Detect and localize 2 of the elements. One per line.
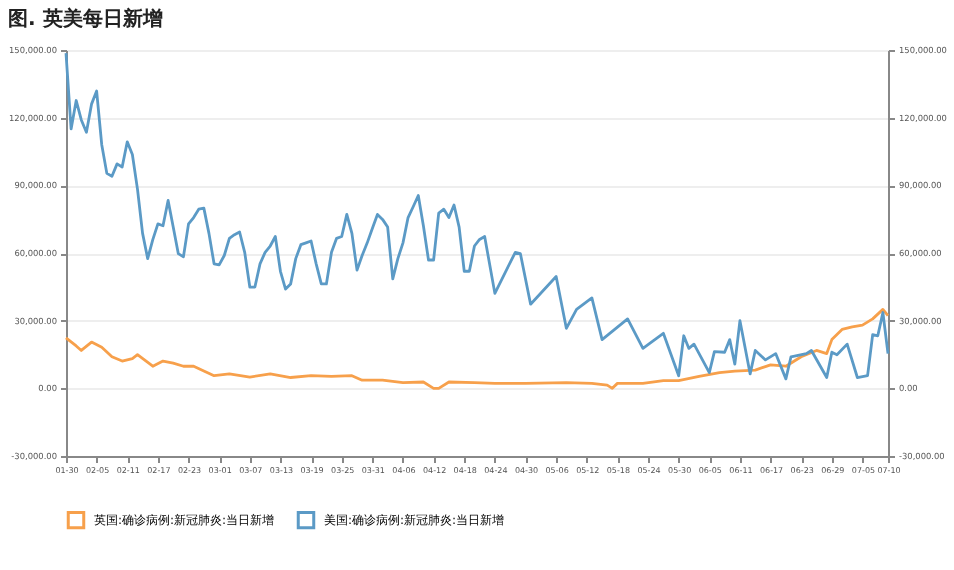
line-series — [64, 307, 890, 390]
chart-title: 图. 英美每日新增 — [8, 6, 163, 31]
